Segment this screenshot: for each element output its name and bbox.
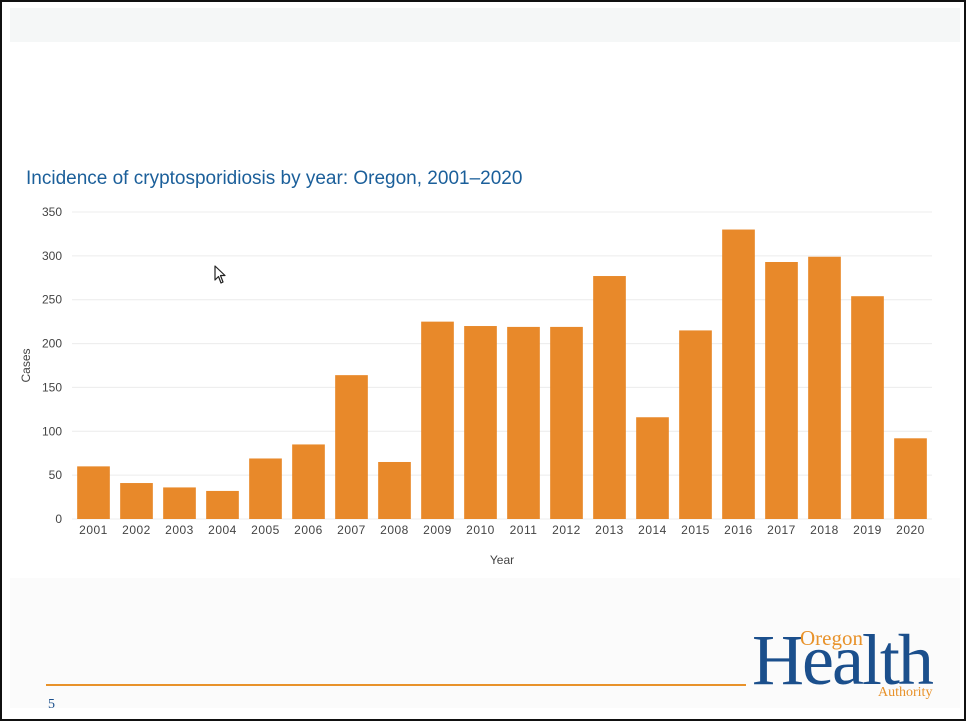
bar [249, 458, 282, 519]
bar [550, 326, 583, 519]
bar [851, 296, 884, 519]
top-band [10, 8, 960, 42]
y-axis-title: Cases [19, 348, 33, 382]
bar [722, 229, 755, 519]
bar [163, 487, 196, 519]
logo-authority-text: Authority [878, 685, 933, 700]
y-tick-label: 300 [42, 249, 62, 263]
y-tick-label: 100 [42, 424, 62, 438]
x-tick-label: 2006 [294, 523, 323, 537]
x-tick-label: 2011 [510, 523, 538, 537]
page-number: 5 [48, 697, 55, 712]
slide-footer-area [10, 578, 960, 708]
x-tick-label: 2004 [208, 523, 237, 537]
x-tick-label: 2005 [251, 523, 280, 537]
x-tick-label: 2002 [122, 523, 151, 537]
x-tick-label: 2010 [466, 523, 495, 537]
x-tick-label: 2019 [853, 523, 882, 537]
bar [421, 321, 454, 519]
bar [292, 444, 325, 519]
bar [894, 438, 927, 519]
bar [378, 461, 411, 519]
bar [636, 417, 669, 519]
x-tick-label: 2015 [681, 523, 710, 537]
bar [120, 483, 153, 519]
x-tick-label: 2013 [595, 523, 624, 537]
bar [679, 330, 712, 519]
chart-title: Incidence of cryptosporidiosis by year: … [26, 168, 523, 189]
bar [464, 326, 497, 519]
x-tick-label: 2020 [896, 523, 925, 537]
x-tick-label: 2017 [767, 523, 796, 537]
y-tick-label: 150 [42, 380, 62, 394]
x-tick-label: 2014 [638, 523, 667, 537]
x-tick-label: 2007 [337, 523, 366, 537]
bar [593, 276, 626, 519]
bar [206, 490, 239, 519]
logo-health-text: Health [752, 620, 934, 700]
y-tick-label: 350 [42, 205, 62, 219]
y-tick-label: 0 [55, 512, 62, 526]
x-tick-label: 2016 [724, 523, 753, 537]
chart-panel: Incidence of cryptosporidiosis by year: … [10, 148, 960, 578]
oregon-health-authority-logo: Health Oregon Authority [750, 622, 950, 706]
logo-oregon-text: Oregon [800, 626, 863, 650]
x-tick-label: 2003 [165, 523, 194, 537]
bar [77, 466, 110, 519]
y-tick-label: 200 [42, 337, 62, 351]
y-tick-label: 250 [42, 293, 62, 307]
bar [765, 261, 798, 519]
bar [808, 256, 841, 519]
x-tick-label: 2018 [810, 523, 839, 537]
x-tick-label: 2009 [423, 523, 452, 537]
mouse-cursor-icon [214, 265, 226, 284]
bar [335, 375, 368, 519]
bar [507, 326, 540, 519]
x-tick-label: 2012 [552, 523, 581, 537]
x-axis-title: Year [490, 553, 514, 567]
y-tick-label: 50 [49, 468, 63, 482]
x-tick-label: 2008 [380, 523, 409, 537]
x-tick-label: 2001 [79, 523, 108, 537]
footer-divider [46, 684, 746, 686]
bar-chart: 0 50 100 150 200 250 300 350 2001 2002 2003 2004 200… [19, 205, 932, 567]
